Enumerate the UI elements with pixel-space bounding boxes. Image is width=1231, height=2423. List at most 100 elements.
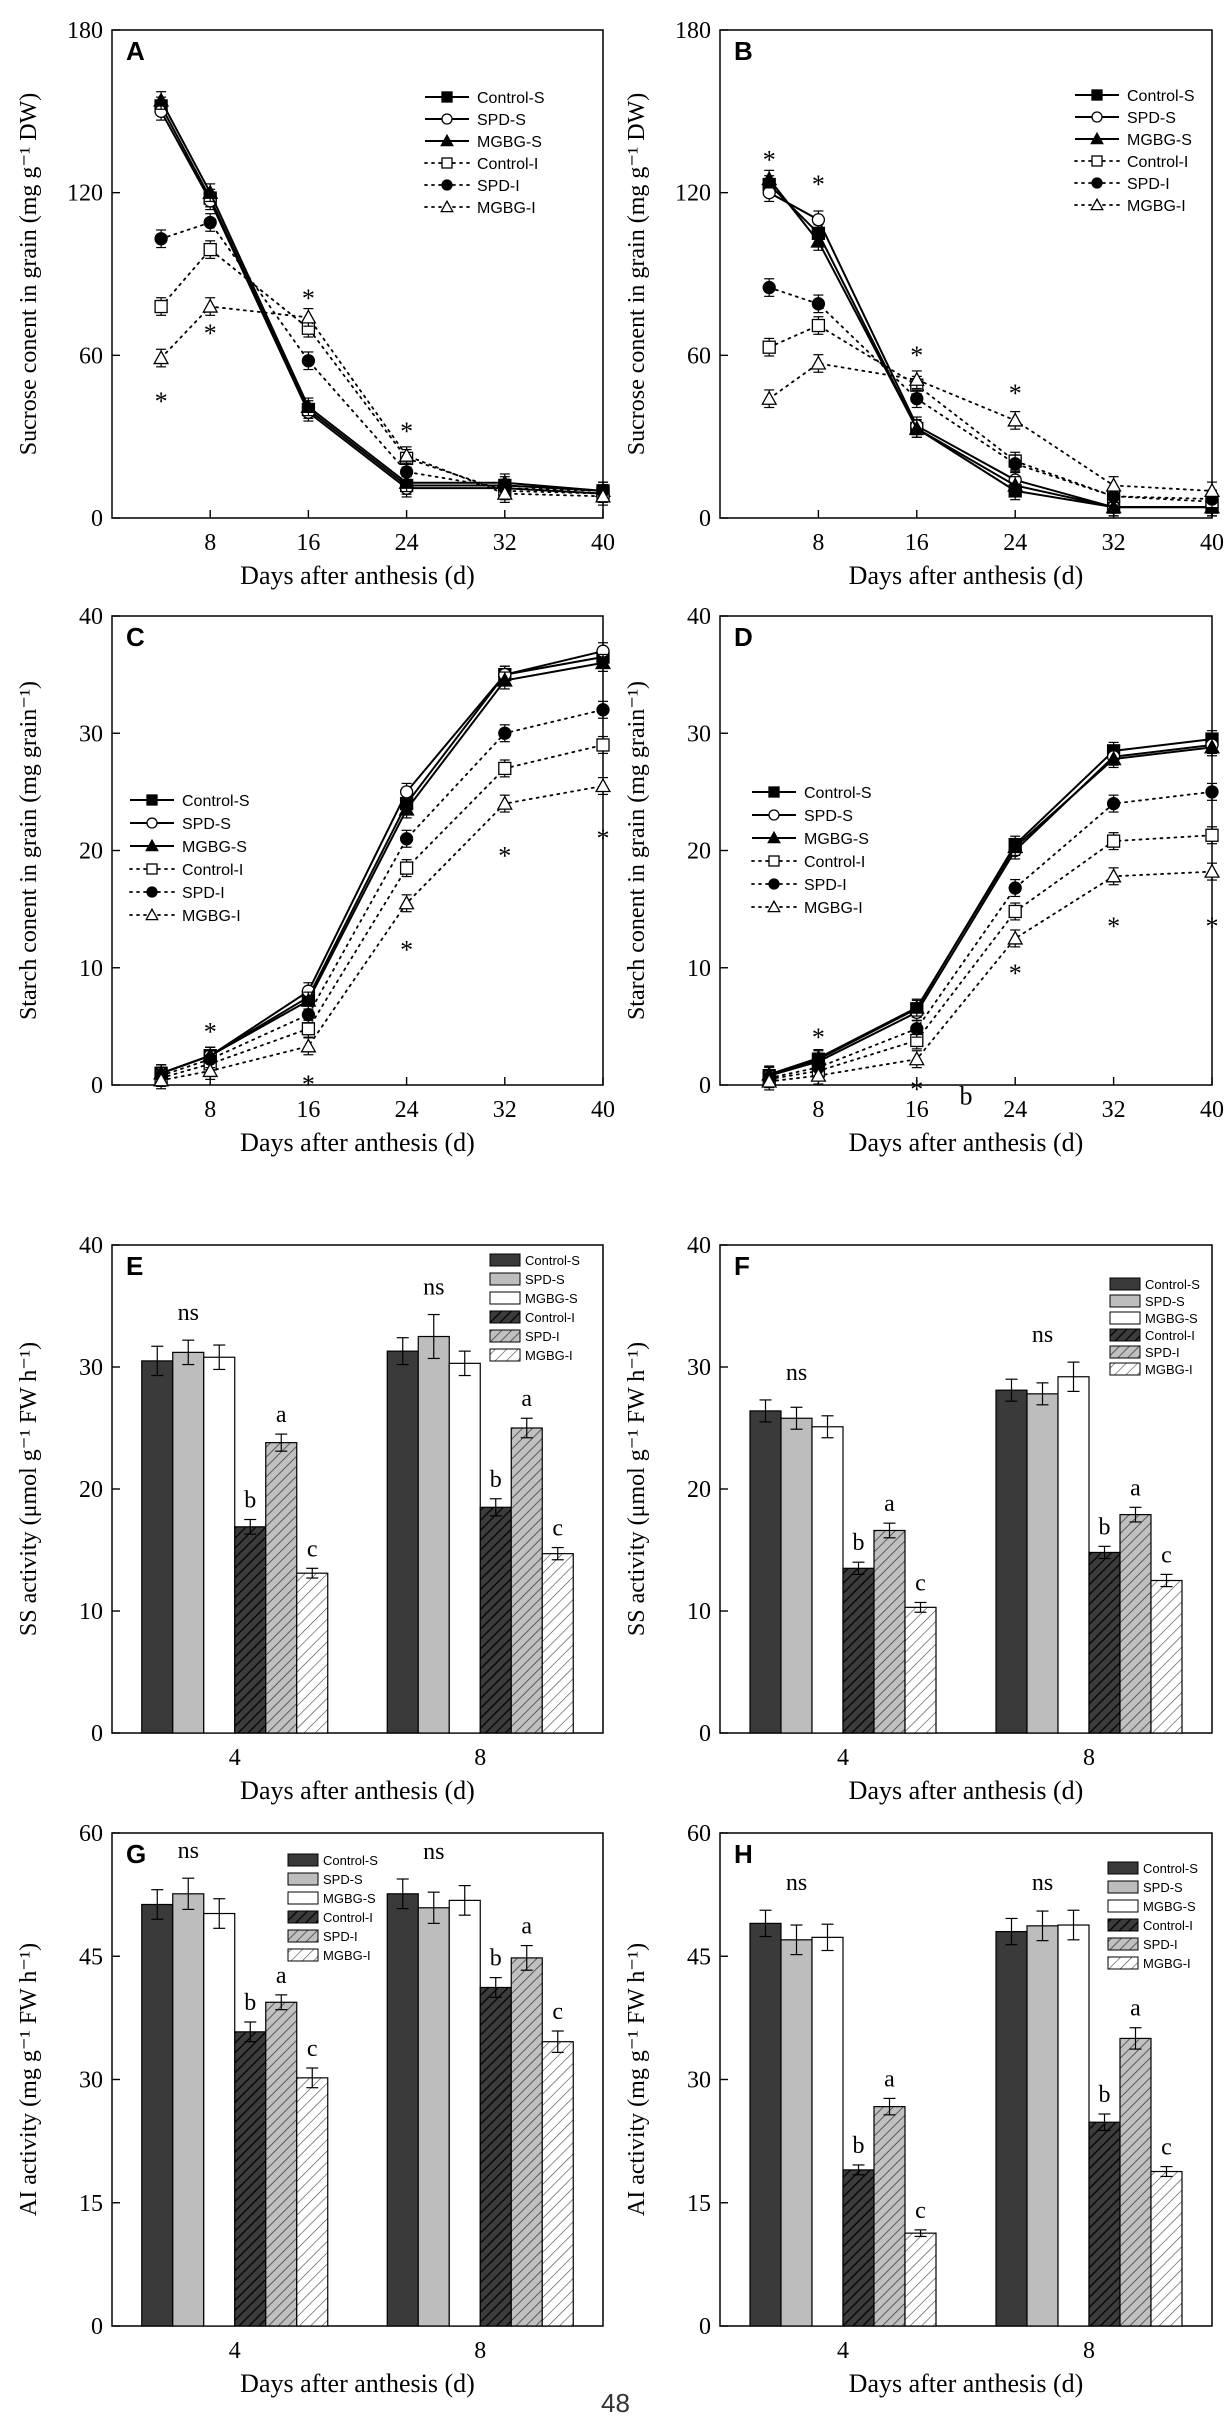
significance-letter: a: [884, 1491, 895, 1517]
legend-marker: [441, 91, 453, 103]
bar-Control-I: [1088, 1551, 1121, 1734]
y-axis-title: SS activity (μmol g⁻¹ FW h⁻¹): [624, 1342, 650, 1636]
series-line: [160, 661, 604, 1075]
panel-F: 0 10 20 30 40 F Days after anthesis (d) SS acti…: [624, 1233, 1213, 1805]
data-point: [761, 170, 778, 186]
data-point: [761, 1073, 778, 1088]
group-annotation: ns: [1032, 1322, 1053, 1348]
data-point: [761, 390, 778, 405]
y-tick-label: 40: [687, 604, 711, 630]
x-tick-label: 16: [905, 1097, 929, 1123]
series-line: [160, 105, 604, 492]
panel-label: G: [126, 1839, 146, 1869]
bar-MGBG-I: [541, 1553, 574, 1734]
data-point: [1105, 868, 1122, 883]
legend-label: Control-I: [477, 156, 538, 173]
group-annotation: ns: [423, 1275, 444, 1301]
bar-Control-I: [479, 1986, 512, 2327]
plot-frame: [111, 29, 604, 519]
x-axis-title: Days after anthesis (d): [849, 1128, 1084, 1157]
x-tick-label: 16: [296, 530, 320, 556]
legend-label: Control-I: [1143, 1918, 1193, 1933]
panel-label: C: [126, 622, 145, 652]
series-SPD-I: [762, 782, 1219, 1088]
bar-SPD-S: [172, 1351, 205, 1734]
legend-label: SPD-I: [1143, 1937, 1178, 1952]
series-MGBG-I: [761, 862, 1221, 1091]
legend-swatch: [1107, 1918, 1139, 1932]
page-number: 48: [601, 2388, 630, 2418]
y-tick-label: 15: [79, 2191, 103, 2217]
data-point: [596, 703, 610, 717]
legend-label: MGBG-S: [1143, 1899, 1196, 1914]
legend-label: SPD-S: [804, 808, 853, 825]
legend-swatch: [287, 1948, 319, 1962]
data-point: [1205, 785, 1219, 799]
significance-letter: b: [1099, 1514, 1111, 1540]
legend-label: Control-S: [1127, 88, 1195, 105]
significance-letter: a: [1130, 1996, 1141, 2022]
data-point: [908, 999, 925, 1014]
y-tick-label: 0: [91, 506, 103, 532]
data-point: [594, 654, 612, 670]
significance-letter: a: [884, 2066, 895, 2092]
legend-marker: [1091, 111, 1103, 123]
series-MGBG-S: [153, 91, 612, 501]
data-point: [154, 232, 168, 246]
y-axis-title: Sucrose conent in grain (mg g⁻¹ DW): [624, 93, 650, 455]
y-tick-label: 60: [79, 1821, 103, 1847]
legend: Control-S SPD-S MGBG-S Control-I SPD-I MGBG-I: [489, 1253, 580, 1363]
plot-frame: [719, 29, 1213, 519]
panel-C: 0 10 20 30 40 C Days after anthesis (d) Starch …: [16, 604, 615, 1157]
bar-Control-S: [995, 1930, 1028, 2327]
annotation: *: [1009, 959, 1022, 988]
legend-swatch: [1109, 1328, 1141, 1342]
annotation: *: [155, 387, 168, 416]
y-axis-title: Starch conent in grain (mg grain⁻¹): [624, 681, 650, 1020]
data-point: [908, 371, 925, 386]
plot-frame: [719, 615, 1213, 1086]
x-tick-label: 24: [395, 530, 419, 556]
bar-Control-I: [234, 1526, 267, 1734]
data-point: [153, 92, 170, 107]
legend-label: MGBG-S: [1145, 1311, 1198, 1326]
legend-label: SPD-I: [182, 885, 225, 902]
legend-label: Control-I: [182, 862, 243, 879]
legend-label: Control-I: [1145, 1328, 1195, 1343]
series-MGBG-S: [761, 738, 1221, 1084]
legend-marker: [1090, 131, 1104, 145]
significance-letter: a: [521, 1386, 532, 1412]
bar-MGBG-S: [1057, 1924, 1090, 2327]
group-annotation: ns: [786, 1360, 807, 1386]
significance-letter: b: [490, 1946, 502, 1972]
data-point: [496, 485, 513, 500]
bar-Control-S: [386, 1350, 419, 1734]
y-axis-title: AI activity (mg g⁻¹ FW h⁻¹): [624, 1943, 650, 2216]
series-Control-I: [762, 316, 1219, 512]
data-point: [203, 215, 217, 230]
series-line: [160, 100, 604, 492]
data-point: [301, 1022, 316, 1036]
significance-letter: c: [915, 2198, 926, 2224]
y-tick-label: 180: [67, 18, 103, 44]
x-tick-label: 4: [837, 1745, 849, 1771]
legend-label: MGBG-S: [323, 1891, 376, 1906]
group-annotation: ns: [178, 1300, 199, 1326]
series-line: [160, 744, 604, 1079]
y-tick-label: 10: [687, 1599, 711, 1625]
bar-SPD-I: [265, 2001, 298, 2327]
x-tick-label: 40: [1200, 1097, 1224, 1123]
x-tick-label: 40: [591, 530, 615, 556]
legend-label: MGBG-S: [804, 831, 869, 848]
legend-swatch: [1109, 1311, 1141, 1325]
bar-SPD-S: [417, 1335, 450, 1734]
x-axis-title: Days after anthesis (d): [240, 1776, 475, 1805]
data-point: [1106, 834, 1121, 848]
y-tick-label: 120: [675, 181, 711, 207]
y-tick-label: 10: [79, 956, 103, 982]
annotation: *: [910, 341, 923, 370]
annotation: *: [1009, 379, 1022, 408]
legend-swatch: [287, 1891, 319, 1905]
y-tick-label: 0: [699, 1073, 711, 1099]
legend-marker: [768, 878, 780, 890]
